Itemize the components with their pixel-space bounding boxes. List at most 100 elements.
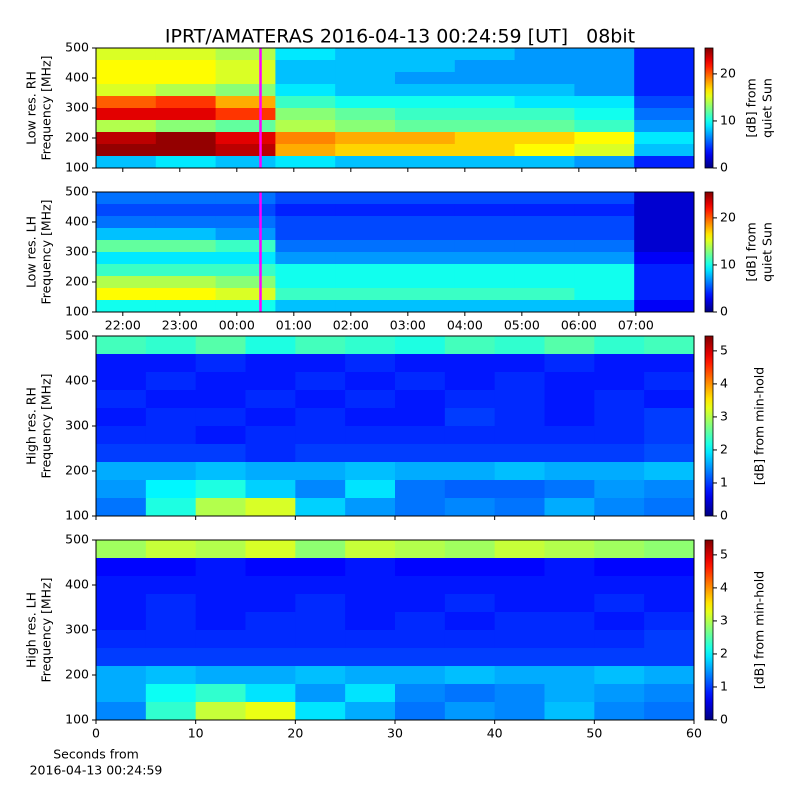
heat-cell [275,228,336,241]
heat-cell [335,288,396,301]
heat-cell [454,156,516,169]
heat-cell [155,72,217,85]
y-axis-label: Low res. LH [24,216,39,288]
heat-cell [295,354,346,373]
heat-cell [494,594,545,613]
heat-cell [514,276,575,289]
heat-cell [155,60,217,73]
heat-cell [345,684,396,703]
x-tick-label: 04:00 [447,318,483,333]
x-tick-label: 0 [92,726,100,741]
heat-cell [594,612,645,631]
heat-cell [454,252,516,265]
heat-cell [594,462,645,481]
heat-cell [444,540,496,559]
heat-cell [195,336,246,355]
heat-cell [454,276,516,289]
heat-cell [444,630,496,649]
heat-cell [275,276,336,289]
heat-cell [454,228,516,241]
heat-cell [444,594,496,613]
heat-cell [594,540,645,559]
heat-cell [335,204,396,217]
heat-cell [245,390,296,409]
heat-cell [544,648,595,667]
heat-cell [594,480,645,499]
heat-cell [395,498,446,517]
heat-cell [544,612,595,631]
heat-cell [494,408,545,427]
heat-cell [395,594,446,613]
heat-cell [96,288,157,301]
heat-cell [494,480,545,499]
colorbar-label: [dB] from [744,222,759,281]
heat-cell [395,84,456,97]
heat-cell [155,144,217,157]
heat-cell [644,666,695,685]
heat-cell [275,120,336,133]
heat-cell [345,408,396,427]
heat-cell [514,252,575,265]
x-tick-label: 10 [188,726,204,741]
heat-cell [544,540,595,559]
heat-cell [634,192,695,205]
heat-cell [275,288,336,301]
heat-cell [395,576,446,595]
heat-cell [96,264,157,277]
heat-cell [345,336,396,355]
heat-cell [395,192,456,205]
heat-cell [594,594,645,613]
heat-cell [494,390,545,409]
heat-cell [195,390,246,409]
heat-cell [96,594,147,613]
heat-cell [395,228,456,241]
y-tick-label: 500 [65,532,89,547]
heat-cell [454,96,516,109]
heat-cell [145,498,197,517]
heat-cell [215,72,276,85]
heat-cell [96,132,157,145]
heat-cell [335,60,396,73]
heat-cell [145,666,197,685]
heat-cell [594,666,645,685]
heat-cell [395,372,446,391]
heat-cell [514,300,575,313]
heat-cell [395,390,446,409]
heat-cell [634,144,695,157]
heat-cell [544,354,595,373]
x-tick-label: 30 [387,726,403,741]
heat-cell [215,48,276,61]
heat-cell [514,228,575,241]
heat-cell [644,612,695,631]
heat-cell [574,252,635,265]
heat-cell [454,84,516,97]
heat-cell [514,48,575,61]
heat-cell [96,240,157,253]
heat-cell [345,648,396,667]
heat-cell [574,60,635,73]
heat-cell [395,300,456,313]
y-tick-label: 100 [65,304,89,319]
heat-cell [594,498,645,517]
heat-cell [155,192,217,205]
heat-cell [195,684,246,703]
heat-cell [494,354,545,373]
heat-cell [245,480,296,499]
heat-cell [96,120,157,133]
heat-cell [155,300,217,313]
heat-cell [245,666,296,685]
heat-cell [544,594,595,613]
heat-cell [155,288,217,301]
heat-cell [275,96,336,109]
heat-cell [345,576,396,595]
heat-cell [275,264,336,277]
heat-cell [145,540,197,559]
heat-cell [155,156,217,169]
heat-cell [574,156,635,169]
heat-cell [544,390,595,409]
heat-cell [195,576,246,595]
heat-cell [295,372,346,391]
heat-cell [245,612,296,631]
heat-cell [195,354,246,373]
heat-cell [644,408,695,427]
